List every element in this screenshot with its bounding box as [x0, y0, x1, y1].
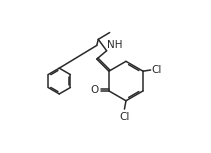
- Text: NH: NH: [107, 40, 123, 50]
- Text: O: O: [91, 85, 99, 95]
- Text: Cl: Cl: [119, 112, 130, 122]
- Text: Cl: Cl: [151, 65, 162, 75]
